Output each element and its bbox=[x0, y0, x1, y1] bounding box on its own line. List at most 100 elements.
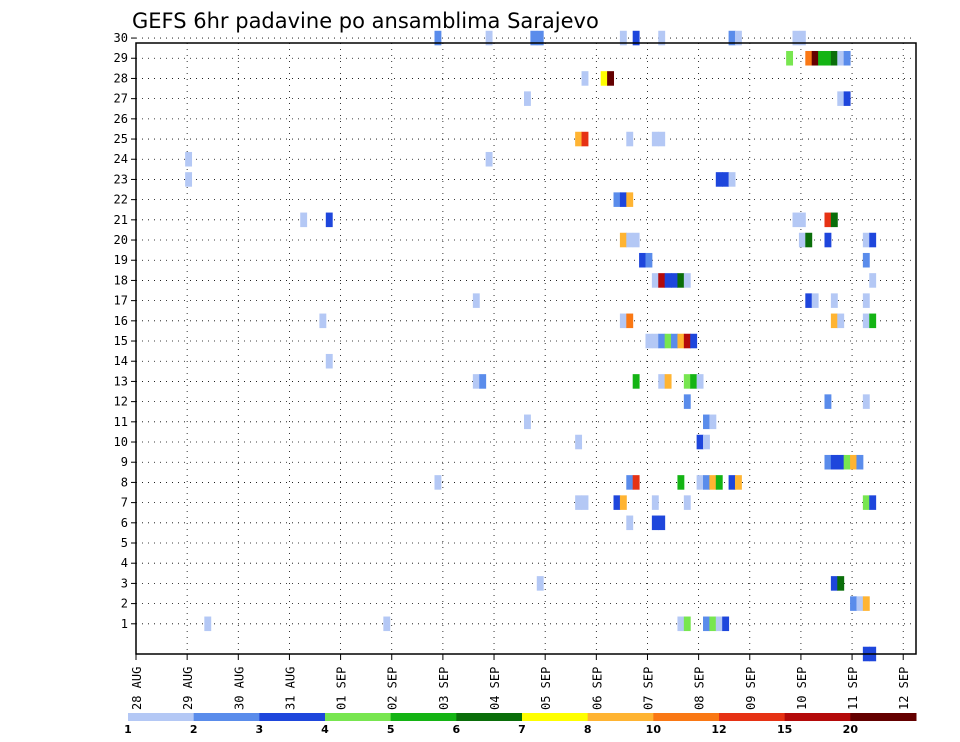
heatmap-cell bbox=[671, 273, 678, 288]
heatmap-cell bbox=[728, 30, 736, 46]
heatmap-cell bbox=[869, 232, 877, 248]
x-tick-label: 28 AUG bbox=[130, 667, 144, 710]
legend-swatch bbox=[390, 713, 457, 721]
y-tick-label: 11 bbox=[114, 415, 128, 429]
heatmap-cell bbox=[715, 475, 723, 490]
heatmap-cell bbox=[843, 454, 851, 470]
legend-label: 1 bbox=[124, 723, 132, 736]
heatmap-cell bbox=[862, 313, 870, 329]
heatmap-cell bbox=[805, 50, 813, 66]
legend-swatch bbox=[128, 713, 195, 721]
heatmap-cell bbox=[677, 475, 685, 490]
y-tick-label: 5 bbox=[121, 536, 128, 550]
heatmap-cell bbox=[664, 333, 672, 349]
legend-swatch bbox=[587, 713, 654, 721]
heatmap-cell bbox=[434, 475, 442, 490]
heatmap-cell bbox=[690, 333, 698, 349]
heatmap-cell bbox=[639, 252, 646, 268]
heatmap-cell bbox=[728, 172, 736, 187]
heatmap-cell bbox=[786, 50, 794, 66]
heatmap-cell bbox=[325, 353, 333, 369]
heatmap-cell bbox=[862, 232, 870, 248]
heatmap-cell bbox=[703, 434, 710, 450]
heatmap-cell bbox=[626, 313, 634, 329]
y-tick-label: 27 bbox=[114, 92, 128, 106]
x-tick-label: 05 SEP bbox=[539, 667, 553, 710]
heatmap-cell bbox=[798, 232, 806, 248]
heatmap-cell bbox=[485, 151, 493, 167]
heatmap-cell bbox=[709, 414, 717, 430]
y-tick-label: 20 bbox=[114, 233, 128, 247]
heatmap-cell bbox=[837, 313, 845, 329]
heatmap-cell bbox=[811, 293, 819, 308]
heatmap-cell bbox=[658, 333, 666, 349]
x-tick-label: 04 SEP bbox=[488, 667, 502, 710]
y-tick-label: 18 bbox=[114, 273, 128, 287]
y-axis-ticks: 1234567891011121314151617181920212223242… bbox=[114, 31, 136, 631]
heatmap-cells bbox=[185, 30, 877, 662]
y-tick-label: 28 bbox=[114, 71, 128, 85]
heatmap-cell bbox=[300, 212, 308, 228]
heatmap-cell bbox=[862, 252, 870, 268]
legend-swatch bbox=[522, 713, 589, 721]
heatmap-cell bbox=[811, 50, 819, 66]
heatmap-cell bbox=[837, 454, 845, 470]
heatmap-cell bbox=[824, 212, 832, 228]
y-tick-label: 24 bbox=[114, 152, 128, 166]
heatmap-cell bbox=[485, 30, 493, 46]
heatmap-cell bbox=[626, 475, 634, 490]
heatmap-cell bbox=[683, 374, 691, 389]
heatmap-cell bbox=[581, 131, 589, 147]
heatmap-cell bbox=[683, 616, 691, 632]
heatmap-cell bbox=[677, 616, 685, 632]
heatmap-cell bbox=[824, 454, 832, 470]
legend-swatch bbox=[850, 713, 917, 721]
heatmap-cell bbox=[185, 172, 193, 187]
legend-swatch bbox=[325, 713, 392, 721]
y-tick-label: 16 bbox=[114, 314, 128, 328]
y-tick-label: 8 bbox=[121, 475, 128, 489]
y-tick-label: 12 bbox=[114, 395, 128, 409]
heatmap-cell bbox=[434, 30, 442, 46]
x-tick-label: 11 SEP bbox=[846, 667, 860, 710]
heatmap-cell bbox=[843, 50, 851, 66]
heatmap-cell bbox=[824, 50, 832, 66]
heatmap-cell bbox=[677, 273, 685, 288]
heatmap-cell bbox=[862, 293, 870, 308]
x-tick-label: 01 SEP bbox=[335, 667, 349, 710]
x-tick-label: 03 SEP bbox=[437, 667, 451, 710]
chart-title: GEFS 6hr padavine po ansamblima Sarajevo bbox=[132, 9, 599, 33]
heatmap-cell bbox=[600, 71, 608, 86]
legend-label: 6 bbox=[453, 723, 461, 736]
heatmap-cell bbox=[798, 30, 806, 46]
legend-swatch bbox=[193, 713, 260, 721]
heatmap-cell bbox=[830, 212, 838, 228]
plot-frame bbox=[135, 42, 917, 655]
legend-label: 3 bbox=[256, 723, 264, 736]
heatmap-cell bbox=[837, 50, 845, 66]
y-tick-label: 10 bbox=[114, 435, 128, 449]
legend-swatch bbox=[259, 713, 326, 721]
heatmap-cell bbox=[658, 30, 666, 46]
heatmap-cell bbox=[626, 131, 634, 147]
legend-label: 12 bbox=[711, 723, 726, 736]
x-tick-label: 08 SEP bbox=[693, 667, 707, 710]
heatmap-cell bbox=[696, 434, 704, 450]
heatmap-cell bbox=[575, 495, 583, 510]
legend-label: 4 bbox=[321, 723, 329, 736]
heatmap-cell bbox=[869, 273, 877, 288]
heatmap-cell bbox=[658, 273, 666, 288]
heatmap-cell bbox=[830, 454, 838, 470]
heatmap-cell bbox=[690, 374, 698, 389]
x-tick-label: 02 SEP bbox=[386, 667, 400, 710]
heatmap-cell bbox=[850, 596, 857, 611]
heatmap-cell bbox=[683, 495, 691, 510]
heatmap-cell bbox=[703, 616, 710, 632]
heatmap-cell bbox=[703, 414, 710, 430]
heatmap-cell bbox=[632, 30, 640, 46]
heatmap-cell bbox=[798, 212, 806, 228]
heatmap-cell bbox=[703, 475, 710, 490]
x-tick-label: 10 SEP bbox=[795, 667, 809, 710]
heatmap-cell bbox=[671, 333, 678, 349]
